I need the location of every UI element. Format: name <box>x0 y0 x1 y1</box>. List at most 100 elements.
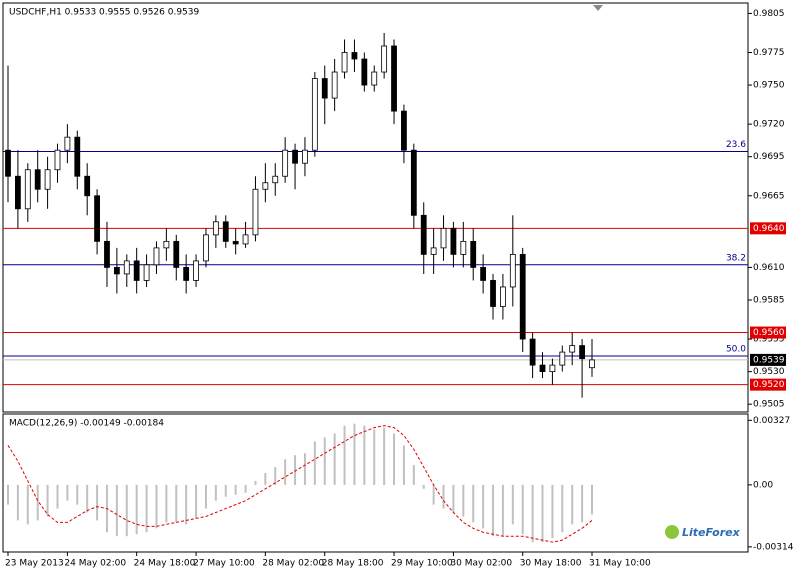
histogram-bar <box>353 423 356 485</box>
price-label: 0.9539 <box>753 355 785 365</box>
x-tick-label: 24 May 18:00 <box>134 559 196 569</box>
candle-body <box>5 149 11 177</box>
candle-body <box>104 240 110 268</box>
candle-body <box>480 267 487 281</box>
candle-body <box>579 345 586 359</box>
histogram-bar <box>452 484 455 513</box>
candle-body <box>420 214 427 255</box>
candle-body <box>311 78 318 151</box>
histogram-bar <box>165 484 168 523</box>
candle-body <box>272 175 279 184</box>
histogram-bar <box>591 484 593 515</box>
histogram-bar <box>373 429 376 485</box>
x-tick-label: 24 May 02:00 <box>64 559 126 569</box>
histogram-bar <box>402 445 405 485</box>
candle-body <box>381 45 388 73</box>
histogram-bar <box>571 484 574 525</box>
histogram-bar <box>323 437 326 485</box>
x-tick-label: 29 May 10:00 <box>391 559 453 569</box>
histogram-bar <box>383 427 386 485</box>
histogram-bar <box>7 484 9 505</box>
histogram-bar <box>442 484 445 509</box>
y-tick-label: 0.00 <box>753 480 773 490</box>
candle-body <box>589 359 595 369</box>
histogram-bar <box>224 484 227 497</box>
histogram-bar <box>541 484 544 543</box>
histogram-bar <box>125 484 128 537</box>
y-tick-label: 0.9585 <box>753 295 785 305</box>
histogram-bar <box>86 484 89 513</box>
histogram-bar <box>581 484 584 523</box>
candle-body <box>500 286 506 307</box>
level-box <box>750 378 786 391</box>
y-tick-label: 0.9610 <box>753 263 785 273</box>
histogram-bar <box>511 484 514 525</box>
candle-body <box>331 71 338 99</box>
level-value: 0.9640 <box>753 224 785 234</box>
macd-title: MACD(12,26,9) -0.00149 -0.00184 <box>9 419 164 429</box>
candle-body <box>371 71 378 86</box>
histogram-bar <box>185 484 188 525</box>
candle-body <box>440 227 447 249</box>
histogram-bar <box>412 465 415 485</box>
y-tick-label: 0.9505 <box>753 400 785 410</box>
x-tick-label: 30 May 02:00 <box>450 559 512 569</box>
candle-body <box>153 247 160 266</box>
histogram-bar <box>135 484 138 535</box>
candle-body <box>351 52 358 60</box>
candle-body <box>391 45 397 112</box>
candle-body <box>94 195 100 242</box>
logo: LiteForex <box>665 525 741 539</box>
x-tick-label: 23 May 2013 <box>5 559 64 569</box>
candle-body <box>321 78 328 99</box>
level-label: 23.6 <box>726 140 746 150</box>
candle-body <box>44 169 51 190</box>
histogram-bar <box>521 484 524 535</box>
candle-body <box>183 267 190 281</box>
x-tick-label: 28 May 18:00 <box>322 559 384 569</box>
logo-text: LiteForex <box>682 526 741 539</box>
histogram-bar <box>333 433 336 485</box>
candle-body <box>529 338 536 366</box>
candle-body <box>450 227 457 255</box>
histogram-bar <box>204 484 207 509</box>
price-panel <box>2 2 749 413</box>
histogram-bar <box>422 484 425 489</box>
candle-body <box>54 149 61 171</box>
candle-body <box>361 58 368 86</box>
histogram-bar <box>284 459 287 485</box>
candle-body <box>64 136 71 151</box>
level-label: 38.2 <box>726 253 746 263</box>
candle-body <box>143 264 150 281</box>
histogram-bar <box>313 441 316 485</box>
x-tick-label: 30 May 18:00 <box>520 559 582 569</box>
histogram-bar <box>561 484 564 533</box>
candle-body <box>549 364 556 373</box>
candle-body <box>222 221 229 242</box>
logo-icon <box>665 525 679 539</box>
candle-body <box>410 149 417 216</box>
y-tick-label: 0.9555 <box>753 335 785 345</box>
macd-panel <box>2 413 749 553</box>
histogram-bar <box>393 433 396 485</box>
candle-body <box>401 110 407 151</box>
histogram-bar <box>531 484 534 543</box>
candle-body <box>569 345 576 353</box>
candle-body <box>559 351 566 366</box>
chart-title: USDCHF,H1 0.9533 0.9555 0.9526 0.9539 <box>9 8 199 18</box>
histogram-bar <box>274 467 277 485</box>
candle-body <box>133 260 140 281</box>
histogram-bar <box>234 484 237 495</box>
level-label: 50.0 <box>726 344 746 354</box>
y-tick-label: -0.00314 <box>753 542 794 552</box>
x-tick-label: 27 May 10:00 <box>193 559 255 569</box>
level-box <box>750 326 786 339</box>
candle-body <box>212 221 219 236</box>
level-value: 0.9560 <box>753 328 785 338</box>
y-tick-label: 0.9775 <box>753 48 785 58</box>
candle-body <box>509 253 516 288</box>
candle-body <box>84 175 91 197</box>
y-tick-label: 0.00327 <box>753 416 790 426</box>
price-box <box>750 353 786 366</box>
histogram-bar <box>343 425 346 485</box>
